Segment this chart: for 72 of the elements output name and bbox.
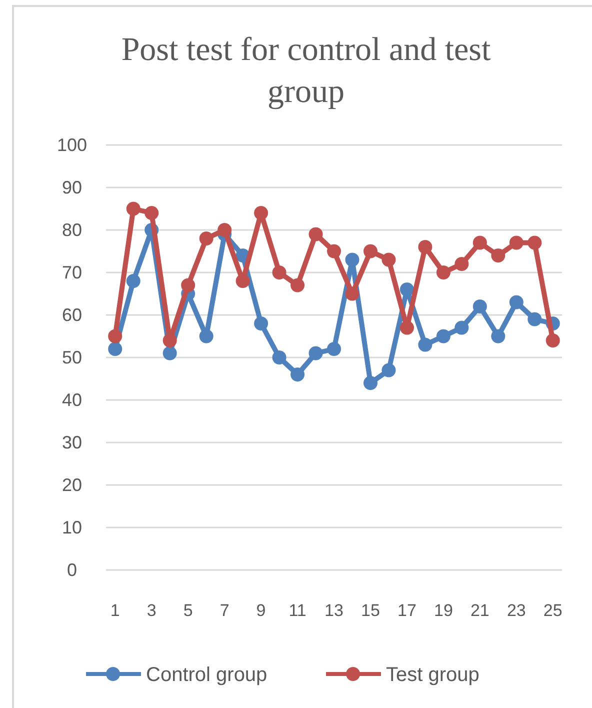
x-tick-label: 21 — [470, 601, 490, 620]
point — [454, 320, 469, 335]
point — [472, 300, 487, 314]
point — [491, 248, 506, 262]
y-tick-label: 100 — [56, 135, 88, 155]
point — [472, 236, 487, 250]
point — [236, 274, 250, 288]
point — [218, 223, 232, 237]
point — [254, 316, 268, 330]
y-tick-label: 0 — [66, 560, 78, 580]
x-tick-label: 13 — [324, 601, 344, 620]
x-tick-label: 11 — [288, 601, 306, 620]
point — [454, 257, 469, 271]
y-tick-label: 90 — [62, 178, 82, 198]
point — [308, 227, 323, 242]
x-tick-label: 17 — [398, 601, 416, 620]
chart-title: Post test for control and test group — [121, 32, 491, 110]
point — [108, 329, 122, 344]
x-tick-label: 15 — [361, 601, 380, 620]
y-tick-label: 10 — [62, 518, 82, 538]
point — [290, 278, 305, 292]
x-tick-label: 9 — [256, 601, 266, 620]
point — [491, 329, 506, 344]
legend-label: Control group — [146, 664, 268, 686]
point — [363, 376, 378, 390]
point — [144, 206, 159, 220]
point — [345, 286, 360, 301]
point — [528, 312, 542, 326]
y-tick-label: 50 — [62, 348, 82, 368]
point — [126, 202, 140, 216]
y-tick-label: 60 — [62, 305, 82, 325]
point — [126, 274, 140, 288]
point — [162, 334, 177, 348]
point — [345, 252, 360, 267]
point — [199, 329, 214, 344]
point — [162, 346, 177, 360]
y-tick-label: 80 — [62, 220, 82, 240]
point — [436, 329, 450, 344]
y-tick-label: 40 — [62, 390, 82, 410]
x-tick-label: 1 — [110, 601, 120, 620]
point — [199, 232, 214, 246]
point — [363, 244, 378, 258]
x-tick-label: 19 — [434, 601, 453, 620]
point — [108, 342, 122, 356]
point — [327, 244, 341, 258]
point — [546, 334, 560, 348]
point — [509, 236, 524, 250]
point — [418, 240, 432, 254]
x-tick-label: 23 — [506, 601, 526, 620]
point — [254, 206, 268, 220]
point — [418, 338, 432, 352]
point — [400, 320, 414, 335]
x-tick-label: 5 — [183, 601, 193, 620]
x-tick-label: 3 — [146, 601, 156, 620]
point — [272, 350, 286, 364]
y-tick-label: 30 — [62, 432, 82, 452]
point — [509, 295, 524, 310]
point — [382, 363, 396, 378]
x-tick-label: 7 — [220, 601, 230, 620]
point — [382, 252, 396, 267]
y-tick-label: 70 — [62, 262, 82, 282]
point — [290, 368, 305, 382]
point — [181, 278, 196, 292]
y-tick-label: 20 — [62, 475, 82, 495]
point — [272, 266, 286, 280]
x-tick-label: 25 — [543, 601, 562, 620]
point — [327, 342, 341, 356]
point — [528, 236, 542, 250]
legend-label: Test group — [386, 664, 480, 686]
point — [308, 346, 323, 360]
point — [400, 282, 414, 296]
point — [436, 266, 450, 280]
